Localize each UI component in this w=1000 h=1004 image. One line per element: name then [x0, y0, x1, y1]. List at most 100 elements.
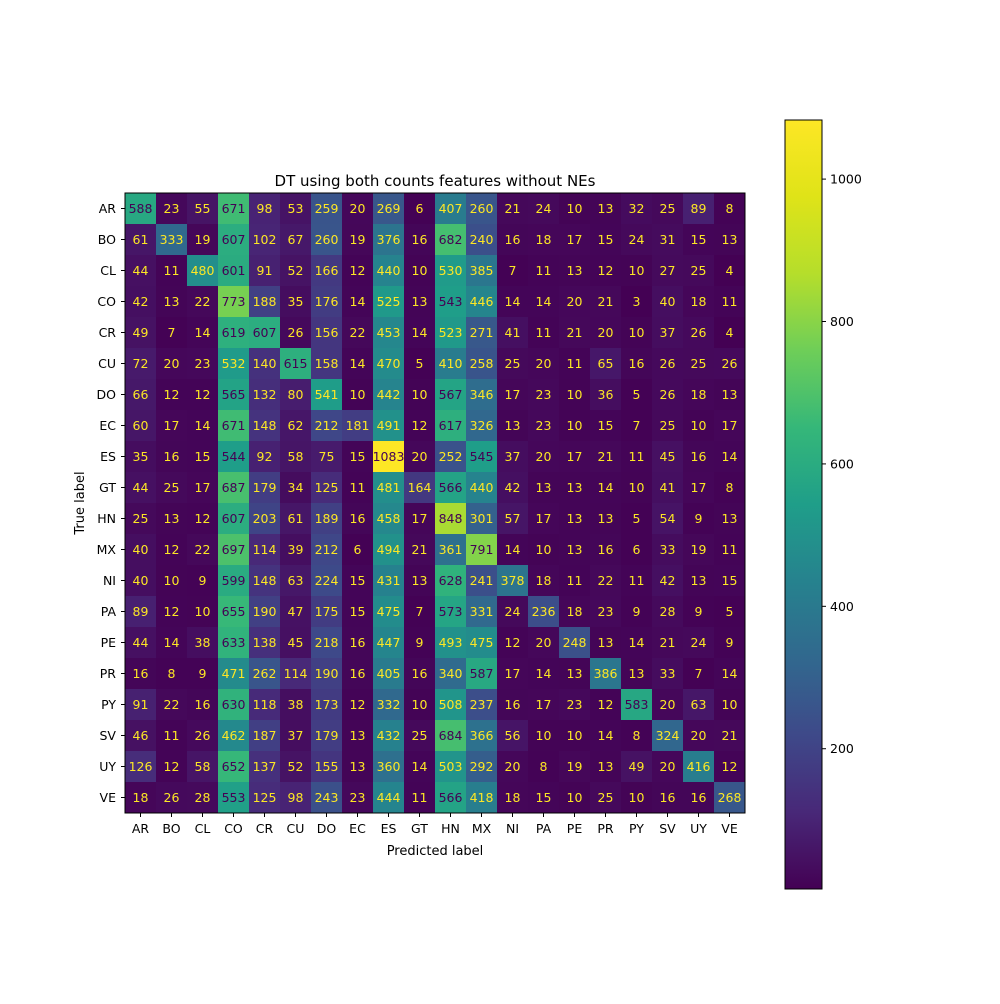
cell-value-label: 52 [288, 263, 304, 278]
cell-value-label: 7 [633, 418, 641, 433]
heatmap-cell [497, 348, 529, 380]
cell-value-label: 13 [722, 511, 738, 526]
heatmap-cell [342, 410, 374, 442]
cell-value-label: 13 [722, 232, 738, 247]
heatmap-cell [559, 286, 591, 318]
heatmap-cell [466, 720, 498, 752]
heatmap-cell [590, 410, 622, 442]
heatmap-cell [218, 720, 250, 752]
cell-value-label: 166 [315, 263, 339, 278]
cell-value-label: 25 [133, 511, 149, 526]
cell-value-label: 148 [253, 418, 277, 433]
cell-value-label: 567 [439, 387, 463, 402]
cell-value-label: 80 [288, 387, 304, 402]
heatmap-cell [311, 224, 343, 256]
cell-value-label: 8 [168, 666, 176, 681]
cell-value-label: 20 [350, 201, 366, 216]
cell-value-label: 15 [350, 604, 366, 619]
cell-value-label: 848 [439, 511, 463, 526]
cell-value-label: 61 [288, 511, 304, 526]
cell-value-label: 17 [567, 449, 583, 464]
heatmap-cell [311, 441, 343, 473]
cell-value-label: 573 [439, 604, 463, 619]
cell-value-label: 565 [222, 387, 246, 402]
colorbar-ticks: 200 400 600 800 1000 [822, 172, 862, 756]
cell-value-label: 16 [505, 697, 521, 712]
cell-value-label: 292 [470, 759, 494, 774]
cell-value-label: 63 [288, 573, 304, 588]
cell-value-label: 633 [222, 635, 246, 650]
heatmap-cell [590, 348, 622, 380]
cell-value-label: 11 [567, 573, 583, 588]
heatmap-cell [621, 317, 653, 349]
cell-value-label: 385 [470, 263, 494, 278]
heatmap-cell [652, 658, 684, 690]
cell-value-label: 6 [354, 542, 362, 557]
cell-value-label: 181 [346, 418, 370, 433]
cell-value-label: 16 [164, 449, 180, 464]
cell-value-label: 248 [563, 635, 587, 650]
heatmap-cell [683, 782, 715, 814]
x-tick-label: NI [506, 821, 519, 836]
heatmap-cell [187, 472, 219, 504]
heatmap-cell [404, 720, 436, 752]
cell-value-label: 26 [660, 356, 676, 371]
heatmap-cell [342, 317, 374, 349]
heatmap-cell [590, 286, 622, 318]
cell-value-label: 407 [439, 201, 463, 216]
heatmap-cell [187, 720, 219, 752]
cell-value-label: 8 [726, 201, 734, 216]
heatmap-cell [621, 224, 653, 256]
heatmap-cell [125, 658, 157, 690]
heatmap-cell [621, 534, 653, 566]
heatmap-cell [714, 379, 746, 411]
cell-value-label: 607 [222, 232, 246, 247]
cell-value-label: 13 [164, 294, 180, 309]
cell-value-label: 45 [288, 635, 304, 650]
cell-value-label: 16 [350, 635, 366, 650]
cell-value-label: 655 [222, 604, 246, 619]
heatmap-cell [466, 503, 498, 535]
heatmap-cell [528, 751, 560, 783]
cell-value-label: 16 [660, 790, 676, 805]
cell-value-label: 40 [133, 542, 149, 557]
cell-value-label: 42 [133, 294, 149, 309]
heatmap-cell [342, 720, 374, 752]
cell-value-label: 366 [470, 728, 494, 743]
cell-value-label: 45 [660, 449, 676, 464]
x-tick-label: VE [721, 821, 738, 836]
cell-value-label: 179 [315, 728, 339, 743]
cell-value-label: 13 [598, 759, 614, 774]
cell-value-label: 16 [598, 542, 614, 557]
heatmap-cell [373, 720, 405, 752]
cell-value-label: 628 [439, 573, 463, 588]
cell-value-label: 268 [718, 790, 742, 805]
cell-value-label: 20 [412, 449, 428, 464]
heatmap-cell [435, 689, 467, 721]
heatmap-cell [311, 565, 343, 597]
heatmap-cell [156, 441, 188, 473]
cell-value-label: 125 [315, 480, 339, 495]
heatmap-cell [187, 534, 219, 566]
heatmap-cell [373, 503, 405, 535]
cell-value-label: 446 [470, 294, 494, 309]
heatmap-cell [652, 410, 684, 442]
heatmap-cell [590, 658, 622, 690]
heatmap-cell [435, 751, 467, 783]
heatmap-cell [404, 658, 436, 690]
heatmap-cell [218, 193, 250, 225]
cell-value-label: 697 [222, 542, 246, 557]
cell-value-label: 601 [222, 263, 246, 278]
heatmap-cell [466, 782, 498, 814]
cell-value-label: 10 [164, 573, 180, 588]
cell-value-label: 652 [222, 759, 246, 774]
heatmap-cell [187, 658, 219, 690]
cell-value-label: 20 [536, 356, 552, 371]
heatmap-cell [125, 441, 157, 473]
heatmap-cell [187, 565, 219, 597]
cell-value-label: 682 [439, 232, 463, 247]
heatmap-cell [404, 286, 436, 318]
heatmap-cell [714, 503, 746, 535]
cell-value-label: 132 [253, 387, 277, 402]
heatmap-cell [404, 193, 436, 225]
